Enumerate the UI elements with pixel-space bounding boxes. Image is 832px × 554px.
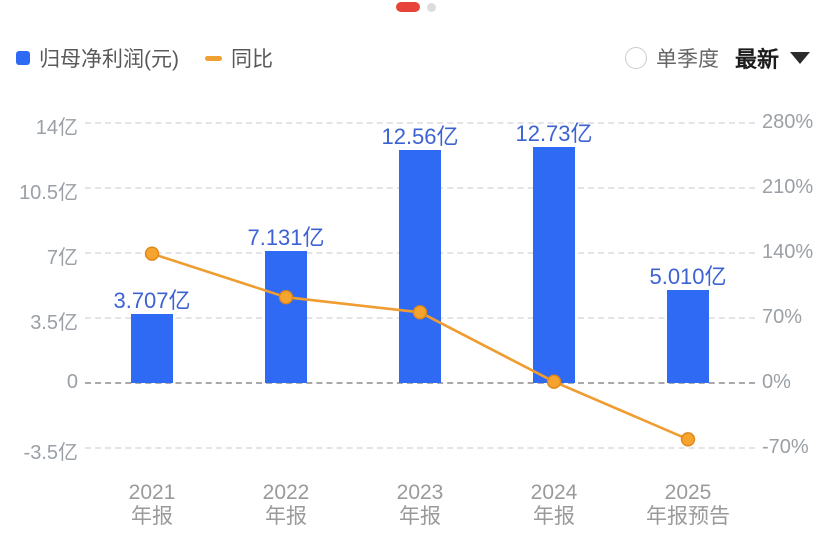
x-axis-label: 2025 年报预告: [646, 481, 730, 528]
chart-toolbar: 归母净利润(元) 同比 单季度 最新: [16, 41, 810, 75]
bar-2021 年报[interactable]: [131, 314, 173, 383]
right-axis-tick: 70%: [762, 306, 803, 328]
report-period-dropdown[interactable]: 最新: [735, 42, 810, 74]
yoy-point-2022 年报[interactable]: [278, 290, 294, 305]
bar-value-label: 5.010亿: [649, 263, 727, 289]
radio-circle-icon[interactable]: [624, 47, 647, 69]
chart-legend: 归母净利润(元) 同比: [16, 43, 273, 73]
single-quarter-radio[interactable]: 单季度: [624, 43, 719, 73]
single-quarter-label[interactable]: 单季度: [655, 48, 719, 71]
right-axis-tick: -70%: [762, 436, 809, 458]
caret-down-icon[interactable]: [790, 52, 810, 64]
legend-label-net-profit: 归母净利润(元): [39, 48, 179, 71]
carousel-dot-active-icon[interactable]: [396, 2, 420, 12]
left-axis-tick: 10.5亿: [19, 182, 78, 204]
right-axis-tick: 0%: [762, 371, 791, 393]
bar-value-label: 12.73亿: [515, 120, 593, 146]
yoy-point-2024 年报[interactable]: [546, 374, 562, 389]
bar-value-label: 7.131亿: [247, 224, 325, 250]
x-axis-label: 2024 年报: [530, 481, 578, 528]
x-axis-label: 2021 年报: [128, 481, 176, 528]
right-axis-tick: 210%: [762, 176, 814, 198]
legend-item-yoy: 同比: [205, 43, 273, 73]
bar-2024 年报[interactable]: [533, 146, 575, 383]
left-axis-tick: -3.5亿: [23, 442, 78, 464]
line-series-swatch-icon: [205, 55, 222, 61]
left-axis-tick: 14亿: [35, 117, 78, 139]
yoy-point-2021 年报[interactable]: [144, 246, 160, 261]
carousel-dots: [0, 2, 832, 12]
bar-2022 年报[interactable]: [265, 250, 307, 383]
left-axis-tick: 0: [66, 371, 78, 393]
bar-value-label: 3.707亿: [113, 288, 191, 314]
x-axis-label: 2022 年报: [262, 481, 310, 528]
yoy-point-2023 年报[interactable]: [412, 305, 428, 320]
right-axis-tick: 140%: [762, 241, 814, 263]
left-axis-tick: 7亿: [46, 247, 78, 269]
left-axis-tick: 3.5亿: [30, 312, 78, 334]
bar-2023 年报[interactable]: [399, 149, 441, 383]
right-axis-tick: 280%: [762, 111, 814, 133]
gridline: [85, 122, 755, 124]
bar-value-label: 12.56亿: [381, 123, 459, 149]
bar-series-swatch-icon: [16, 51, 30, 65]
legend-label-yoy: 同比: [231, 48, 273, 71]
legend-item-net-profit: 归母净利润(元): [16, 43, 179, 73]
yoy-point-2025 年报预告[interactable]: [680, 432, 696, 447]
report-period-dropdown-value[interactable]: 最新: [734, 47, 779, 72]
gridline: [85, 447, 755, 449]
carousel-dot-inactive-icon[interactable]: [427, 2, 436, 12]
bar-2025 年报预告[interactable]: [667, 289, 709, 383]
chart-controls: 单季度 最新: [624, 42, 810, 74]
x-axis-label: 2023 年报: [396, 481, 444, 528]
